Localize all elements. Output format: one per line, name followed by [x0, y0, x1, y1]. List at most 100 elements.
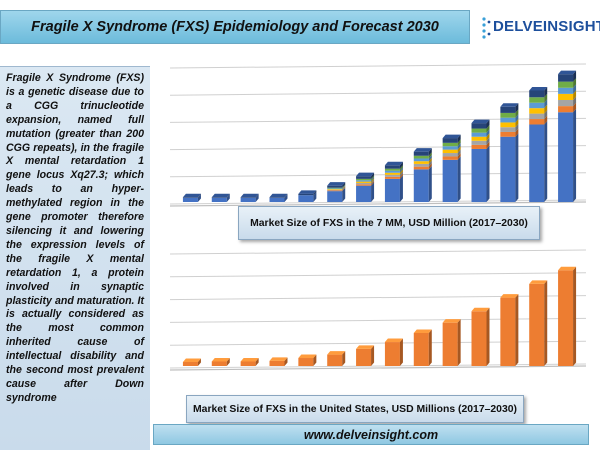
bar-top — [211, 193, 230, 198]
bar-side — [371, 176, 375, 182]
bar-side — [428, 152, 432, 159]
bar-segment — [327, 189, 343, 191]
website-url[interactable]: www.delveinsight.com — [303, 427, 439, 442]
bar-side — [313, 191, 317, 202]
bar-segment — [500, 127, 516, 132]
bar-top — [269, 357, 288, 361]
bar-side — [197, 194, 201, 202]
bar-segment — [384, 342, 400, 366]
bar-top — [240, 193, 259, 198]
bar-side — [399, 169, 403, 175]
bar-segment — [182, 362, 198, 366]
bar-side — [544, 110, 548, 120]
bar-side — [342, 351, 346, 366]
bar-segment — [413, 169, 429, 202]
bar-segment — [558, 106, 574, 113]
bar-side — [515, 128, 519, 137]
bar-side — [197, 193, 201, 198]
bar-segment — [356, 182, 372, 185]
bar-segment — [327, 185, 343, 188]
bar-segment — [471, 148, 487, 202]
bar-side — [457, 152, 461, 160]
bar-segment — [529, 90, 545, 98]
bar-top — [471, 119, 490, 124]
bar-side — [399, 161, 403, 169]
gridline — [169, 340, 587, 346]
bar-side — [573, 70, 577, 82]
bar-segment — [558, 87, 574, 94]
bar-segment — [240, 197, 256, 202]
bar-chart-us — [169, 249, 587, 371]
bar-segment — [442, 142, 458, 147]
bar-top — [327, 182, 346, 186]
bar-side — [428, 329, 432, 366]
bar-top — [529, 86, 548, 91]
delveinsight-logo: DELVEINSIGHT — [480, 12, 600, 44]
bar-segment — [384, 176, 400, 179]
bar-side — [399, 167, 403, 173]
bar-side — [457, 134, 461, 143]
bar-side — [371, 175, 375, 181]
bar-segment — [558, 81, 574, 88]
bar-side — [371, 178, 375, 183]
bar-top — [356, 172, 375, 177]
bar-segment — [269, 197, 285, 198]
bar-segment — [442, 156, 458, 160]
bar-side — [457, 149, 461, 157]
bar-segment — [442, 149, 458, 154]
bar-segment — [500, 106, 516, 113]
bar-top — [211, 357, 230, 362]
bar-side — [255, 194, 259, 202]
bar-segment — [413, 332, 429, 366]
gridline — [169, 272, 587, 278]
bar-segment — [558, 112, 574, 202]
bar-top — [356, 345, 375, 349]
bar-side — [371, 179, 375, 185]
description-panel: Fragile X Syndrome (FXS) is a genetic di… — [0, 66, 150, 450]
x-axis — [169, 201, 587, 207]
bar-segment — [500, 122, 516, 128]
bar-side — [573, 96, 577, 107]
bar-side — [486, 141, 490, 149]
bar-top — [298, 190, 317, 194]
bar-segment — [327, 191, 343, 202]
bar-top — [529, 280, 548, 284]
bar-side — [371, 180, 375, 186]
bar-side — [428, 154, 432, 162]
bar-top — [269, 193, 288, 198]
bar-segment — [500, 136, 516, 202]
title-banner: Fragile X Syndrome (FXS) Epidemiology an… — [0, 10, 470, 44]
chart-us-caption: Market Size of FXS in the United States,… — [186, 395, 524, 423]
gridline — [169, 145, 587, 151]
bar-segment — [298, 193, 314, 196]
bar-segment — [500, 117, 516, 123]
bar-segment — [356, 348, 372, 366]
bar-side — [313, 354, 317, 366]
charts-area — [169, 63, 587, 371]
bar-side — [342, 184, 346, 190]
bar-segment — [327, 354, 343, 366]
bar-top — [384, 161, 403, 166]
bar-segment — [384, 170, 400, 173]
bar-side — [573, 266, 577, 366]
bar-segment — [211, 361, 227, 366]
bar-segment — [558, 100, 574, 107]
bar-side — [457, 319, 461, 366]
bar-side — [486, 307, 490, 366]
bar-side — [399, 165, 403, 171]
bar-segment — [269, 360, 285, 366]
bar-segment — [327, 188, 343, 190]
gridline — [169, 295, 587, 301]
bar-side — [515, 133, 519, 202]
bar-side — [457, 142, 461, 150]
bar-segment — [529, 97, 545, 103]
bar-side — [226, 193, 230, 198]
gridline — [169, 317, 587, 323]
bar-side — [428, 163, 432, 170]
bar-side — [226, 357, 230, 366]
bar-segment — [471, 123, 487, 129]
gridline — [169, 199, 587, 205]
bar-side — [515, 103, 519, 113]
bar-segment — [327, 189, 343, 190]
bar-side — [399, 171, 403, 177]
